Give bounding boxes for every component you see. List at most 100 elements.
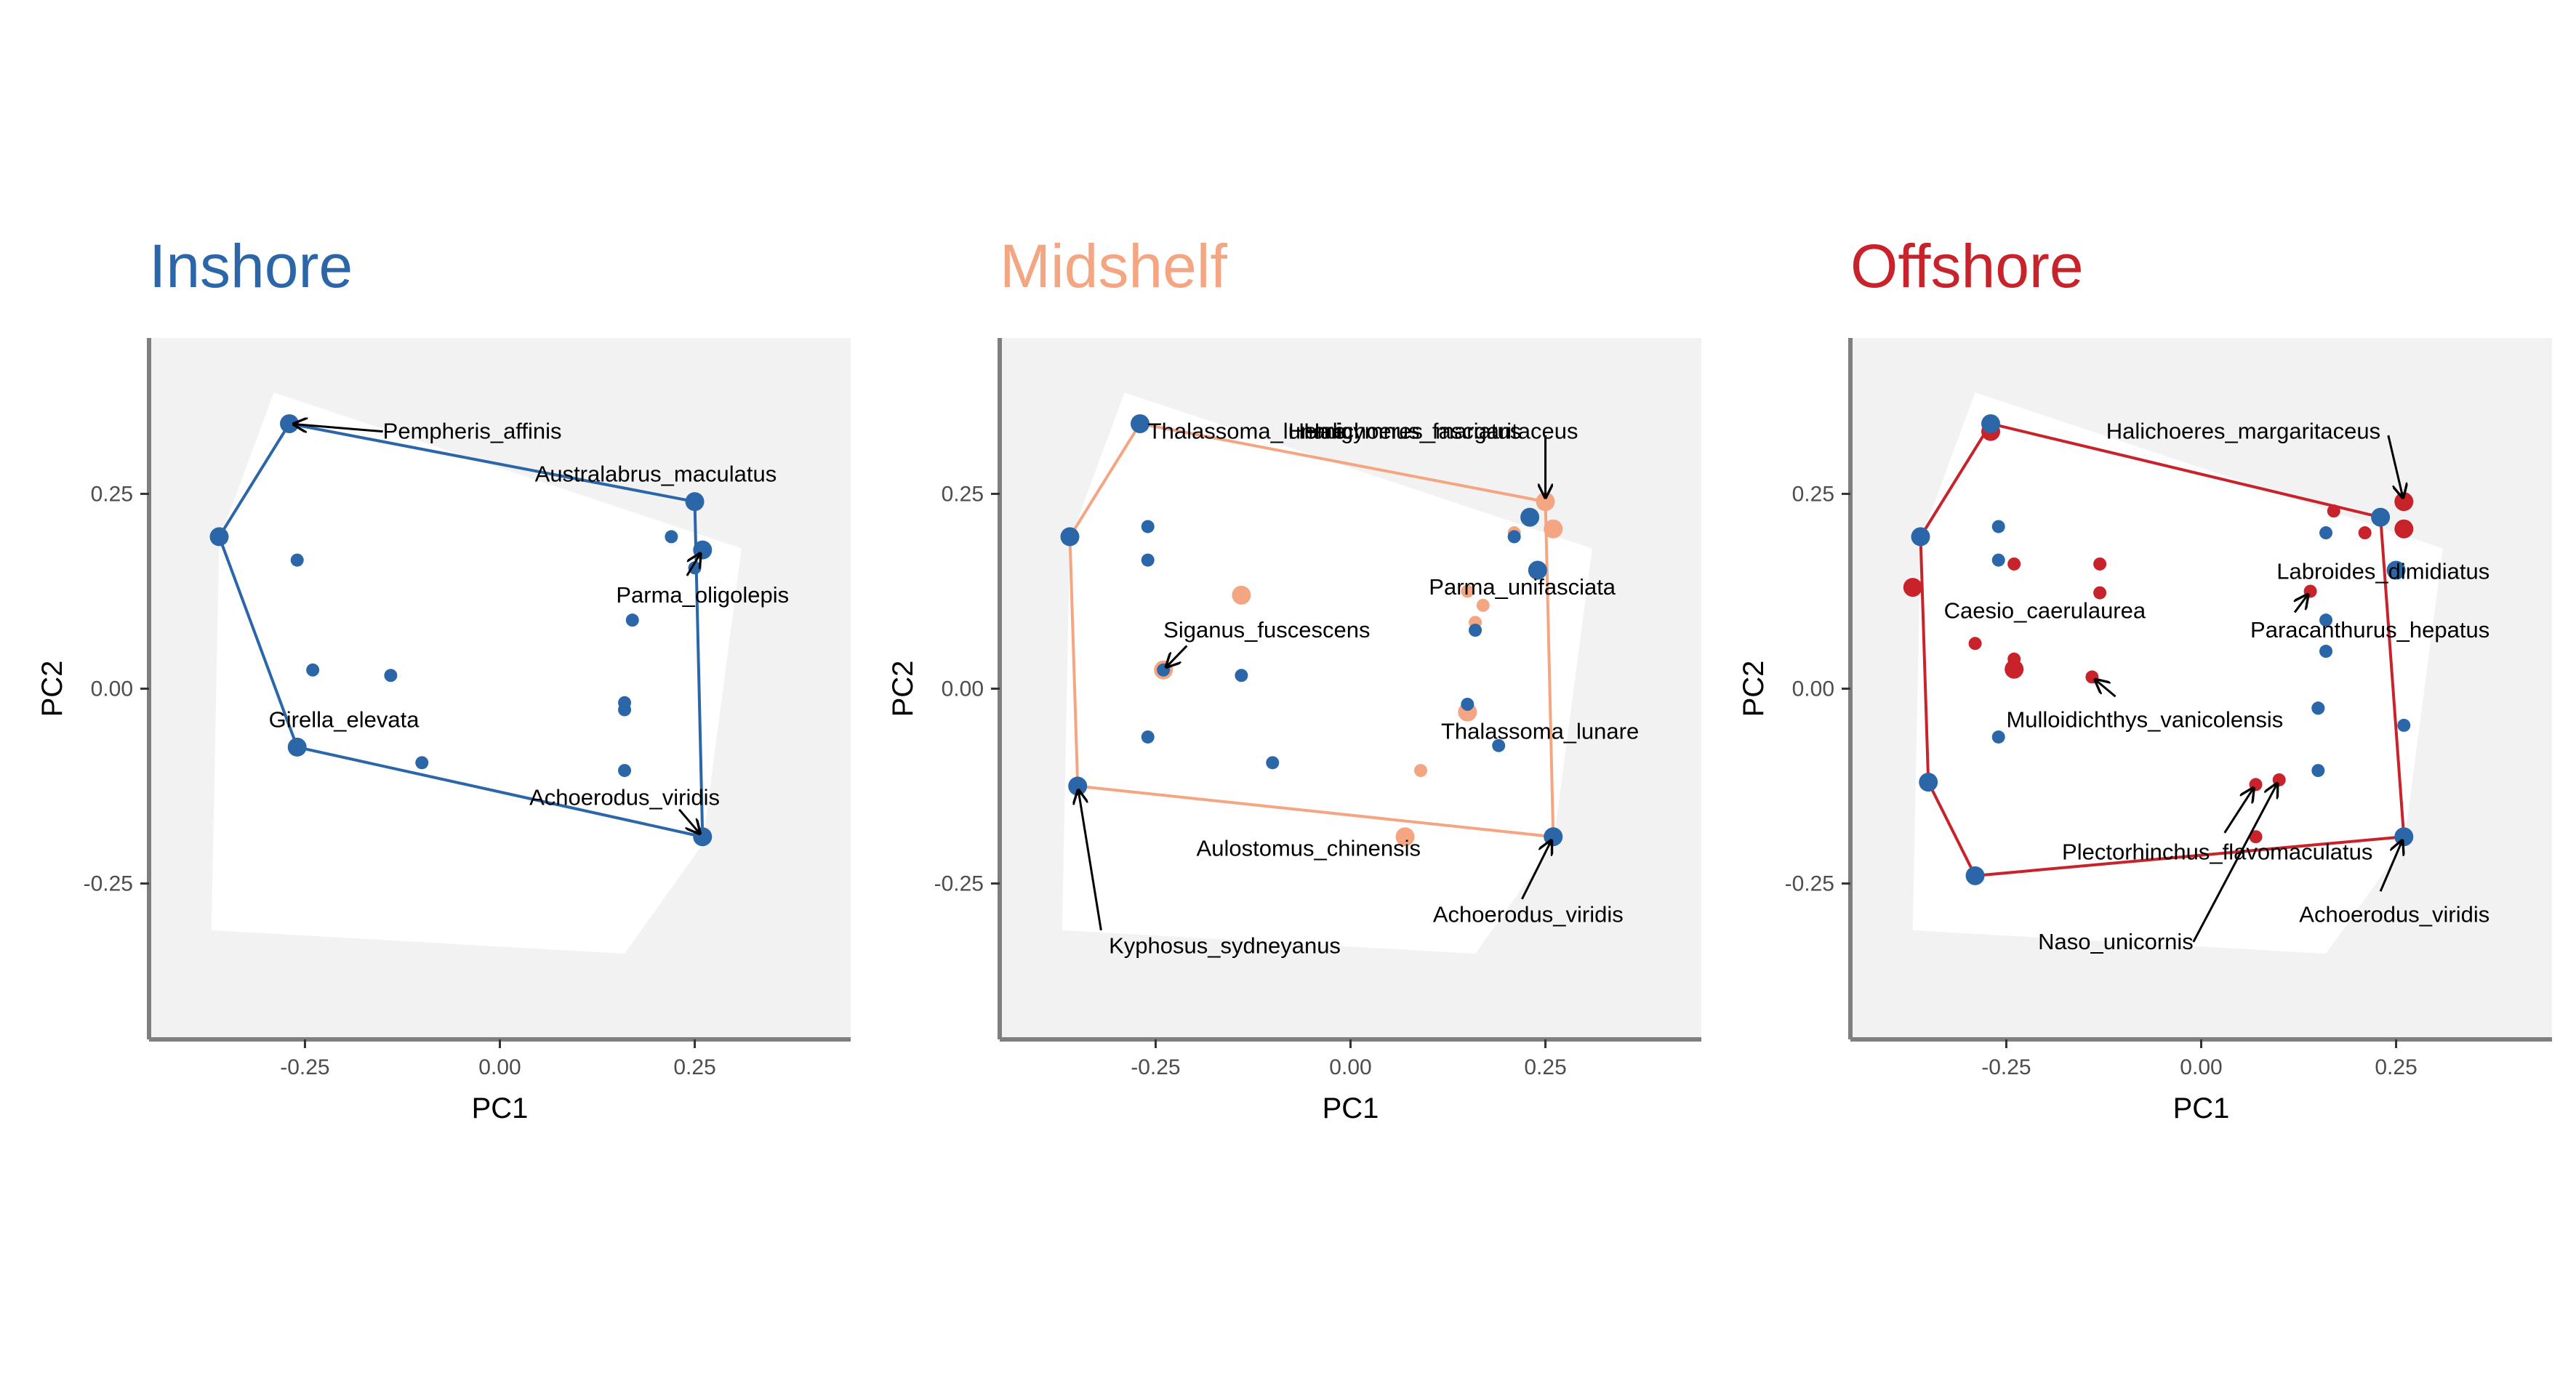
point-inshore	[1131, 414, 1149, 433]
point-offshore	[2093, 586, 2107, 600]
species-label: Plectorhinchus_flavomaculatus	[2062, 839, 2372, 865]
point-offshore	[2249, 830, 2263, 844]
point-offshore	[2005, 659, 2024, 679]
point-inshore	[384, 669, 398, 683]
label-arrow	[2379, 841, 2402, 892]
label-arrow	[1166, 645, 1188, 667]
point-inshore	[1141, 553, 1155, 567]
species-label: Labroides_dimidiatus	[2276, 559, 2489, 584]
panel-midshelf: Midshelf -0.25 0.00 0.25 -0.25 0.00 0.25 PC1 PC2…	[887, 232, 1701, 1124]
label-arrow	[2192, 784, 2277, 943]
y-axis-title: PC2	[36, 661, 68, 717]
point-midshelf	[1414, 764, 1427, 778]
label-arrow	[2387, 435, 2403, 497]
point-inshore	[693, 540, 713, 560]
point-midshelf	[1476, 598, 1490, 612]
species-label: Pempheris_affinis	[383, 419, 562, 444]
point-offshore	[2272, 773, 2286, 786]
x-tick-label: 0.25	[1524, 1055, 1566, 1079]
x-axis-title: PC1	[1323, 1092, 1379, 1124]
species-label: Thalassoma_lunare	[1148, 419, 1346, 444]
label-arrow	[678, 808, 699, 834]
species-label: Achoerodus_viridis	[1433, 901, 1624, 927]
label-arrow	[2223, 788, 2254, 834]
species-label: Girella_elevata	[269, 706, 420, 732]
species-label: Achoerodus_viridis	[2299, 901, 2489, 927]
point-offshore	[2007, 557, 2021, 571]
point-inshore	[2386, 560, 2406, 580]
label-arrow	[2095, 680, 2116, 698]
panel-inshore: Inshore -0.25 0.00 0.25 -0.25 0.00 0.25 PC1 PC2 P…	[36, 232, 851, 1124]
species-label: Mulloidichthys_vanicolensis	[2006, 706, 2283, 732]
label-arrow	[294, 424, 383, 431]
point-inshore	[625, 613, 639, 627]
point-inshore	[1266, 756, 1280, 770]
species-label: Australabrus_maculatus	[535, 462, 777, 487]
x-tick-label: -0.25	[1131, 1055, 1180, 1079]
y-tick-label: -0.25	[934, 872, 984, 896]
point-inshore	[1911, 527, 1930, 547]
point-inshore	[1991, 520, 2005, 534]
panel-title: Inshore	[149, 232, 353, 300]
point-inshore	[1492, 738, 1506, 752]
species-label: Halichoeres_margaritaceus	[1304, 419, 1578, 444]
x-tick-label: 0.00	[1329, 1055, 1371, 1079]
species-label: Halichoeres_margaritaceus	[2106, 419, 2380, 444]
species-label: Naso_unicornis	[2038, 929, 2194, 954]
point-offshore	[2394, 492, 2414, 512]
point-inshore	[2394, 827, 2414, 847]
point-inshore	[1469, 624, 1482, 637]
point-midshelf	[1232, 585, 1251, 605]
point-inshore	[1965, 866, 1985, 885]
zone-hull	[1068, 422, 1555, 839]
species-label: Parma_oligolepis	[616, 582, 789, 608]
point-inshore	[1991, 553, 2005, 567]
y-axis-title: PC2	[887, 661, 919, 717]
point-offshore	[2093, 557, 2107, 571]
background-hull	[211, 392, 742, 954]
x-tick-label: 0.00	[2180, 1055, 2222, 1079]
y-tick-label: 0.25	[942, 482, 984, 506]
point-offshore	[2249, 778, 2263, 792]
point-offshore	[2327, 504, 2340, 518]
point-offshore	[2394, 519, 2414, 539]
x-tick-label: 0.25	[673, 1055, 715, 1079]
point-inshore	[209, 527, 229, 547]
panel-title: Midshelf	[1000, 232, 1227, 300]
point-inshore	[287, 737, 307, 757]
point-inshore	[1461, 697, 1474, 711]
point-inshore	[2319, 526, 2333, 540]
y-tick-label: 0.00	[1792, 677, 1834, 701]
y-tick-label: -0.25	[1785, 872, 1834, 896]
point-inshore	[2371, 507, 2391, 527]
x-tick-label: 0.00	[478, 1055, 521, 1079]
point-inshore	[1060, 527, 1080, 547]
y-tick-label: 0.25	[91, 482, 133, 506]
point-offshore	[2358, 526, 2372, 540]
point-inshore	[1919, 773, 1938, 792]
species-label: Caesio_caerulaurea	[1944, 597, 2146, 623]
species-label: Aulostomus_chinensis	[1197, 835, 1421, 861]
y-tick-label: 0.25	[1792, 482, 1834, 506]
point-offshore	[1968, 637, 1982, 651]
species-label: Siganus_fuscescens	[1163, 617, 1370, 643]
background-hull	[1912, 392, 2443, 954]
y-axis-title: PC2	[1738, 661, 1770, 717]
species-label: Thalassoma_lunare	[1441, 718, 1639, 744]
species-label: Achoerodus_viridis	[529, 785, 720, 810]
x-tick-label: -0.25	[280, 1055, 329, 1079]
point-midshelf	[1544, 519, 1563, 539]
species-label: Kyphosus_sydneyanus	[1109, 933, 1341, 958]
point-inshore	[1991, 730, 2005, 744]
point-inshore	[290, 553, 304, 567]
point-inshore	[2311, 764, 2325, 778]
point-inshore	[665, 530, 678, 544]
panel-offshore: Offshore -0.25 0.00 0.25 -0.25 0.00 0.25 PC1 PC2…	[1738, 232, 2552, 1124]
point-inshore	[618, 703, 632, 717]
y-tick-label: -0.25	[84, 872, 133, 896]
panels: Inshore -0.25 0.00 0.25 -0.25 0.00 0.25 PC1 PC2 P…	[36, 232, 2552, 1124]
zone-hull	[217, 422, 705, 839]
label-arrow	[2295, 595, 2308, 613]
point-inshore	[1141, 520, 1155, 534]
